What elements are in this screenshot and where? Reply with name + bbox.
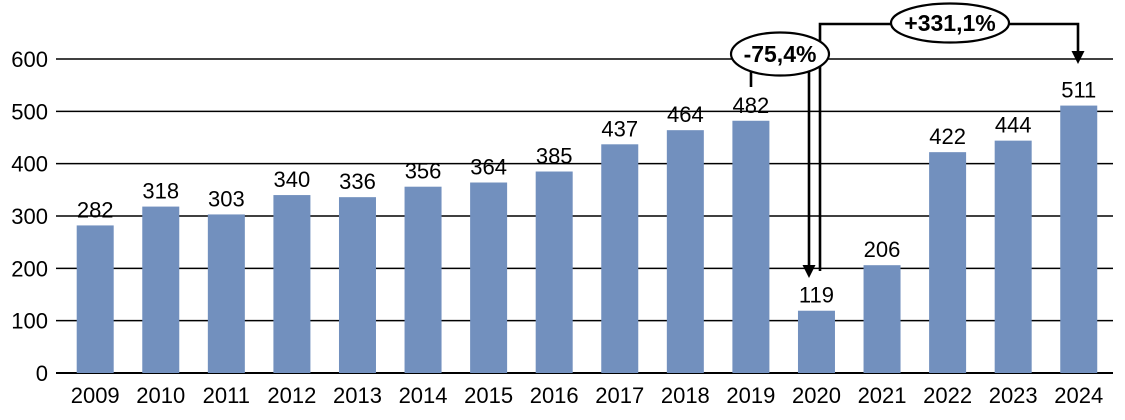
bar <box>338 197 376 373</box>
x-axis-tick-label: 2017 <box>595 383 644 408</box>
x-axis-tick-label: 2016 <box>530 383 579 408</box>
bar-value-label: 444 <box>995 113 1032 138</box>
bar-value-label: 385 <box>536 144 573 169</box>
increase-callout-oval <box>889 2 1011 44</box>
bar <box>929 152 967 373</box>
bar <box>666 130 704 373</box>
bar-value-label: 482 <box>733 93 770 118</box>
y-axis-tick-label: 300 <box>11 204 48 229</box>
bar-value-label: 303 <box>208 186 245 211</box>
bar <box>470 182 508 373</box>
decrease-callout-oval <box>729 31 831 77</box>
x-axis-tick-label: 2018 <box>661 383 710 408</box>
bar <box>207 214 245 373</box>
bar-value-label: 511 <box>1061 78 1096 103</box>
bar-value-label: 336 <box>339 169 376 194</box>
y-axis-tick-label: 100 <box>11 309 48 334</box>
bar-value-label: 437 <box>601 116 638 141</box>
bar-value-label: 318 <box>142 179 179 204</box>
bar-value-label: 356 <box>405 159 442 184</box>
x-axis-tick-label: 2023 <box>989 383 1038 408</box>
x-axis-tick-label: 2009 <box>71 383 120 408</box>
x-axis-tick-label: 2013 <box>333 383 382 408</box>
bar <box>797 310 835 373</box>
bar-value-label: 464 <box>667 102 704 127</box>
bar-value-label: 340 <box>274 167 311 192</box>
x-axis-tick-label: 2019 <box>726 383 775 408</box>
bar-value-label: 422 <box>929 124 966 149</box>
increase-callout-label: +331,1% <box>904 10 995 36</box>
bar-value-label: 364 <box>470 155 507 180</box>
x-axis-tick-label: 2012 <box>267 383 316 408</box>
x-axis-tick-label: 2010 <box>136 383 185 408</box>
x-axis-tick-label: 2024 <box>1054 383 1103 408</box>
bar <box>273 195 311 373</box>
decrease-callout-label: -75,4% <box>744 41 817 67</box>
y-axis-tick-label: 400 <box>11 152 48 177</box>
bar <box>732 120 770 373</box>
bar <box>404 186 442 373</box>
increase-arrow-head-icon <box>1071 51 1085 64</box>
bar <box>863 265 901 373</box>
bar <box>142 206 180 373</box>
x-axis-tick-label: 2021 <box>858 383 907 408</box>
x-axis-tick-label: 2020 <box>792 383 841 408</box>
y-axis-tick-label: 500 <box>11 99 48 124</box>
bar <box>994 140 1032 373</box>
bar-value-label: 119 <box>799 283 834 308</box>
bar-value-label: 282 <box>77 197 114 222</box>
decrease-arrow-head-icon <box>802 265 816 278</box>
bar <box>535 171 573 373</box>
bar <box>1060 105 1098 373</box>
y-axis-tick-label: 600 <box>11 47 48 72</box>
x-axis-tick-label: 2022 <box>923 383 972 408</box>
y-axis-tick-label: 200 <box>11 256 48 281</box>
x-axis-tick-label: 2011 <box>203 383 250 408</box>
bar <box>76 225 114 373</box>
bar-value-label: 206 <box>864 237 901 262</box>
x-axis-tick-label: 2015 <box>464 383 513 408</box>
x-axis-tick-label: 2014 <box>399 383 448 408</box>
bar <box>601 144 639 373</box>
y-axis-tick-label: 0 <box>36 361 48 386</box>
